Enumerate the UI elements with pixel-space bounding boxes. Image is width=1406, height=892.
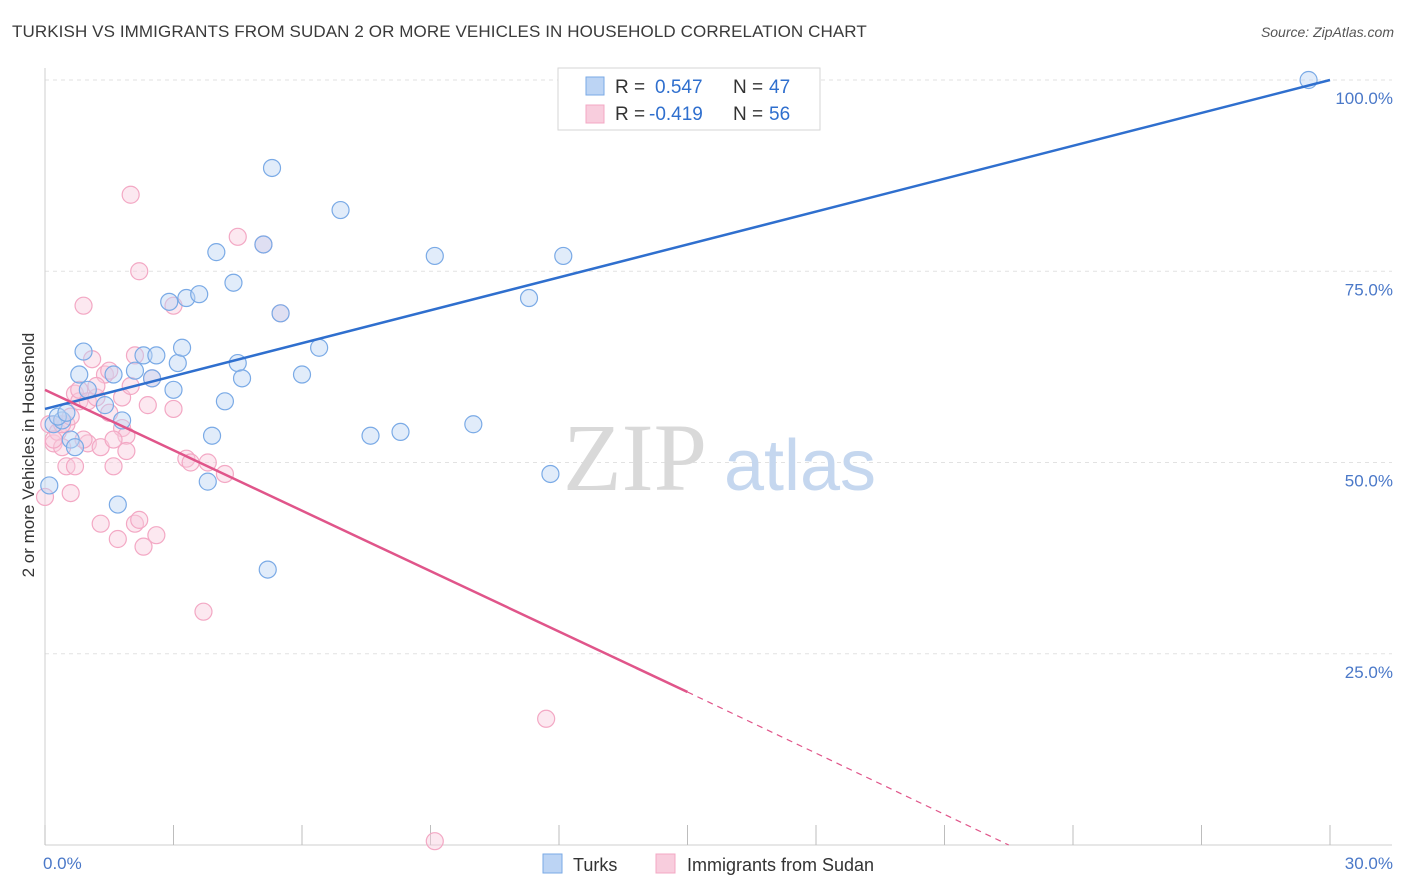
zipatlas-watermark: ZIP atlas xyxy=(563,404,876,511)
chart-title: TURKISH VS IMMIGRANTS FROM SUDAN 2 OR MO… xyxy=(12,22,867,41)
x-tick-label: 0.0% xyxy=(43,854,82,873)
sudan-point xyxy=(74,296,93,315)
sudan-point xyxy=(104,457,123,476)
sudan-point xyxy=(134,537,153,556)
bottom-legend-swatch-sudan xyxy=(655,853,676,874)
turks-point xyxy=(172,338,192,357)
turks-point xyxy=(134,346,153,365)
turks-point xyxy=(391,422,410,441)
turks-point xyxy=(554,246,573,266)
turks-point xyxy=(519,288,539,308)
sudan-point xyxy=(87,376,106,396)
legend-n-value-1: 56 xyxy=(769,104,790,125)
turks-point xyxy=(232,369,252,388)
sudan-point xyxy=(108,529,127,549)
turks-point xyxy=(164,380,183,399)
watermark-atlas: atlas xyxy=(724,426,876,506)
turks-point xyxy=(160,292,179,311)
turks-point xyxy=(147,346,166,365)
legend-swatch-sudan xyxy=(585,104,605,124)
sudan-point xyxy=(44,430,63,449)
turks-point xyxy=(254,235,273,254)
turks-point xyxy=(331,200,350,220)
y-tick-label: 100.0% xyxy=(1335,89,1393,108)
turks-point xyxy=(40,476,59,495)
legend-r-label-0: R = xyxy=(615,77,645,98)
turks-point xyxy=(198,472,217,491)
legend-r-value-0: 0.547 xyxy=(655,77,703,98)
turks-point xyxy=(464,415,483,434)
turks-point xyxy=(168,353,187,373)
watermark-zip: ZIP xyxy=(563,404,707,511)
sudan-point xyxy=(194,602,213,621)
y-tick-label: 50.0% xyxy=(1345,472,1393,491)
y-tick-label: 25.0% xyxy=(1345,663,1393,682)
sudan-point xyxy=(425,832,444,851)
y-axis-label: 2 or more Vehicles in Household xyxy=(19,333,38,578)
legend-n-label-1: N = xyxy=(733,104,763,125)
turks-point xyxy=(292,365,312,384)
turks-point xyxy=(95,396,115,415)
turks-point xyxy=(310,338,329,357)
turks-point xyxy=(262,158,282,178)
turks-point xyxy=(108,495,127,514)
turks-point xyxy=(202,426,222,445)
turks-point xyxy=(207,243,226,262)
legend-n-label-0: N = xyxy=(733,77,763,98)
chart-source: Source: ZipAtlas.com xyxy=(1260,24,1394,40)
sudan-point xyxy=(91,514,110,533)
y-tick-label: 75.0% xyxy=(1345,280,1393,299)
tick-labels: 100.0% 75.0% 50.0% 25.0% 0.0% 30.0% xyxy=(43,89,1393,873)
legend-r-value-1: -0.419 xyxy=(649,104,703,125)
turks-point xyxy=(271,304,290,323)
turks-point xyxy=(258,560,277,579)
turks-point xyxy=(541,464,560,484)
series-legend: Turks Immigrants from Sudan xyxy=(542,853,874,875)
trend-lines xyxy=(44,78,1331,846)
sudan-point xyxy=(35,487,55,507)
sudan-point xyxy=(147,526,166,545)
turks-trend-line xyxy=(44,78,1331,411)
sudan-point xyxy=(130,262,149,281)
sudan-point xyxy=(104,430,123,449)
sudan-point xyxy=(164,399,183,419)
bottom-legend-label-turks: Turks xyxy=(573,855,617,875)
turks-point xyxy=(224,273,243,292)
sudan-point xyxy=(117,441,136,461)
bottom-legend-swatch-turks xyxy=(542,853,563,874)
bottom-legend-label-sudan: Immigrants from Sudan xyxy=(687,855,874,875)
turks-point xyxy=(361,426,380,445)
legend-swatch-turks xyxy=(585,76,605,96)
turks-point xyxy=(125,361,145,380)
series-sudan-points xyxy=(35,185,556,851)
sudan-point xyxy=(537,709,556,728)
sudan-point xyxy=(61,484,80,503)
sudan-point xyxy=(65,457,85,476)
turks-point xyxy=(104,365,123,384)
sudan-point xyxy=(138,396,157,415)
axes xyxy=(44,68,1392,846)
legend-r-label-1: R = xyxy=(615,104,645,125)
grid-lines xyxy=(45,79,1392,655)
sudan-point xyxy=(121,185,140,204)
sudan-point xyxy=(44,434,63,453)
turks-point xyxy=(74,342,93,361)
x-tick-label: 30.0% xyxy=(1345,854,1393,873)
sudan-point xyxy=(228,227,247,246)
sudan-trend-line xyxy=(44,388,689,694)
turks-point xyxy=(70,365,89,384)
turks-point xyxy=(48,407,67,426)
sudan-point xyxy=(130,510,149,529)
correlation-legend: R = 0.547 N = 47 R = -0.419 N = 56 xyxy=(557,67,821,131)
turks-point xyxy=(65,438,85,457)
turks-point xyxy=(190,285,209,304)
turks-point xyxy=(425,246,444,266)
turks-point xyxy=(215,392,234,411)
legend-n-value-0: 47 xyxy=(769,77,790,98)
turks-point xyxy=(57,403,76,422)
sudan-trend-extension xyxy=(687,691,1010,846)
